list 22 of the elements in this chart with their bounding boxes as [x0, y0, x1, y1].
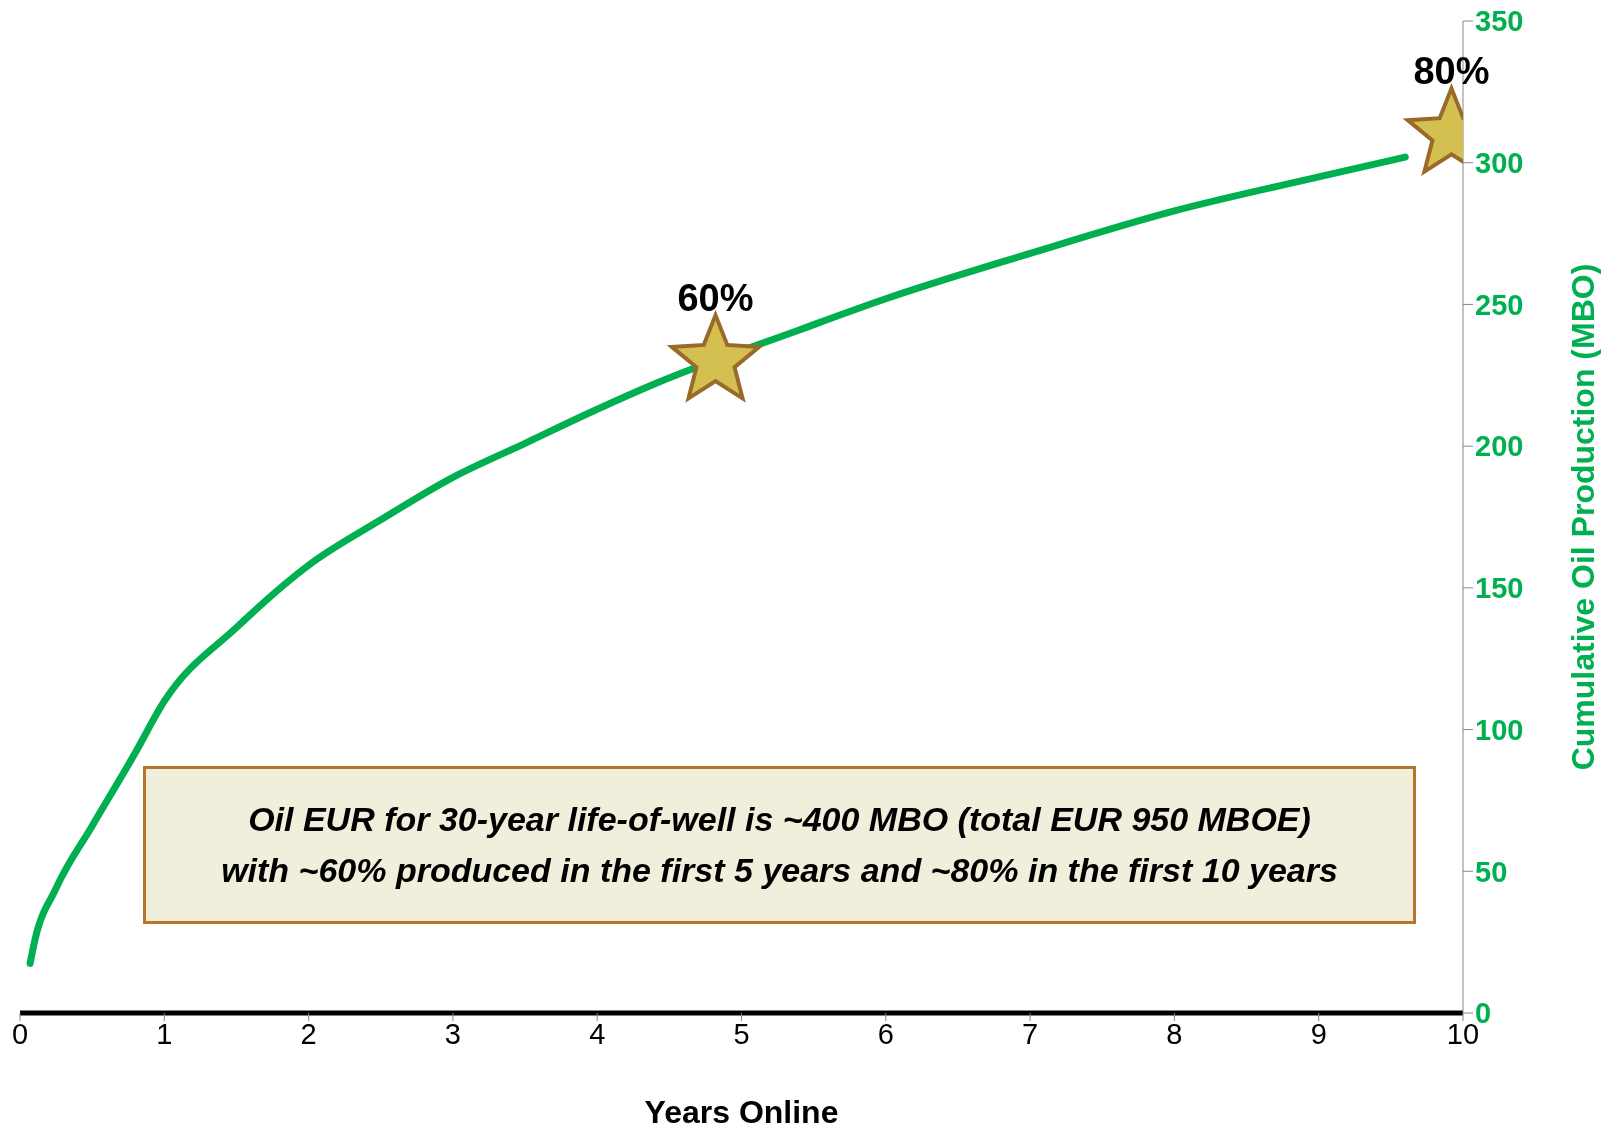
annotation: 80%	[1413, 50, 1490, 93]
x-tick-label: 2	[300, 1017, 317, 1050]
text-box: Oil EUR for 30-year life-of-well is ~400 MBO (total EUR 950 MBOE) with ~60% produced in the first 5 years and ~80% in the first 10 years	[143, 766, 1416, 924]
y-tick-label: 350	[1475, 5, 1524, 38]
x-tick-label: 6	[877, 1017, 894, 1050]
y-tick-label: 300	[1475, 147, 1524, 180]
y-tick-label: 200	[1475, 430, 1524, 463]
y-tick-label: 100	[1475, 713, 1524, 746]
y-tick-label: 250	[1475, 288, 1524, 321]
x-tick-label: 4	[589, 1017, 606, 1050]
x-tick-label: 3	[444, 1017, 461, 1050]
x-tick-label: 9	[1310, 1017, 1327, 1050]
x-axis-title: Years Online	[644, 1094, 839, 1130]
annotation: 60%	[677, 277, 754, 320]
y-axis-title: Cumulative Oil Production (MBO)	[1565, 263, 1602, 771]
y-tick-label: 50	[1475, 855, 1508, 888]
x-tick-label: 5	[733, 1017, 750, 1050]
x-tick-label: 7	[1022, 1017, 1039, 1050]
x-tick-label: 1	[156, 1017, 173, 1050]
y-tick-label: 150	[1475, 572, 1524, 605]
x-tick-label: 8	[1166, 1017, 1183, 1050]
x-tick-label: 0	[11, 1017, 29, 1050]
